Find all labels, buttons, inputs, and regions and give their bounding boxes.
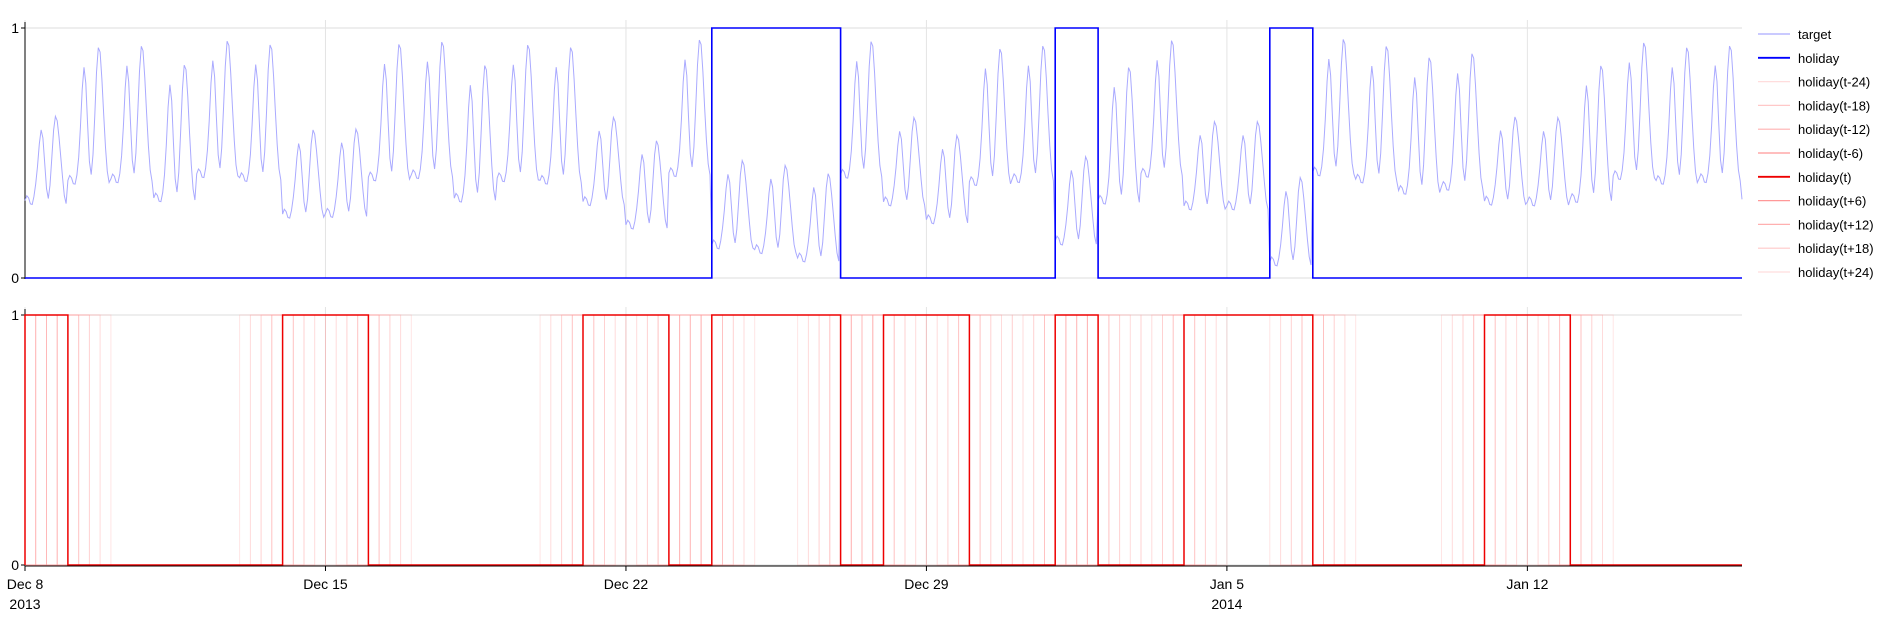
top-ytick-label-0: 0 (11, 270, 19, 286)
legend-label-3: holiday(t-18) (1798, 98, 1870, 113)
series-holiday-t-line (24, 314, 1742, 566)
series-holiday-lag-p24-line (25, 314, 1742, 566)
series-holiday-line (25, 27, 1742, 279)
legend-label-7: holiday(t+6) (1798, 194, 1866, 209)
xtick-sublabel-0: 2013 (9, 596, 40, 612)
series-target-line (24, 39, 1743, 267)
legend: target holiday holiday(t-24) holiday(t-18) h… (1758, 27, 1874, 280)
legend-label-10: holiday(t+24) (1798, 265, 1874, 280)
bottom-series (24, 314, 1742, 566)
xtick-label-0: Dec 8 (7, 576, 44, 592)
top-series (24, 27, 1743, 279)
xtick-label-3: Dec 29 (904, 576, 949, 592)
legend-label-2: holiday(t-24) (1798, 75, 1870, 90)
top-panel: 10 (11, 20, 1743, 286)
bottom-y-axis: 10 (11, 307, 26, 573)
legend-label-9: holiday(t+18) (1798, 241, 1874, 256)
top-ytick-label-1: 1 (11, 20, 19, 36)
bottom-ytick-label-1: 1 (11, 307, 19, 323)
legend-label-0: target (1798, 27, 1832, 42)
legend-label-1: holiday (1798, 51, 1840, 66)
legend-label-4: holiday(t-12) (1798, 122, 1870, 137)
x-axis: Dec 8 2013 Dec 15 Dec 22 Dec 29 Jan 5 2014 Jan … (7, 565, 1742, 612)
top-grid (24, 20, 1742, 279)
legend-label-6: holiday(t) (1798, 170, 1851, 185)
series-holiday-lag-p18-line (25, 314, 1742, 566)
xtick-label-5: Jan 12 (1506, 576, 1548, 592)
top-y-axis: 10 (11, 20, 26, 286)
legend-label-8: holiday(t+12) (1798, 217, 1874, 232)
xtick-label-4: Jan 5 (1210, 576, 1244, 592)
bottom-ytick-label-0: 0 (11, 557, 19, 573)
legend-label-5: holiday(t-6) (1798, 146, 1863, 161)
xtick-label-1: Dec 15 (303, 576, 348, 592)
xtick-sublabel-4: 2014 (1211, 596, 1242, 612)
xtick-label-2: Dec 22 (604, 576, 649, 592)
